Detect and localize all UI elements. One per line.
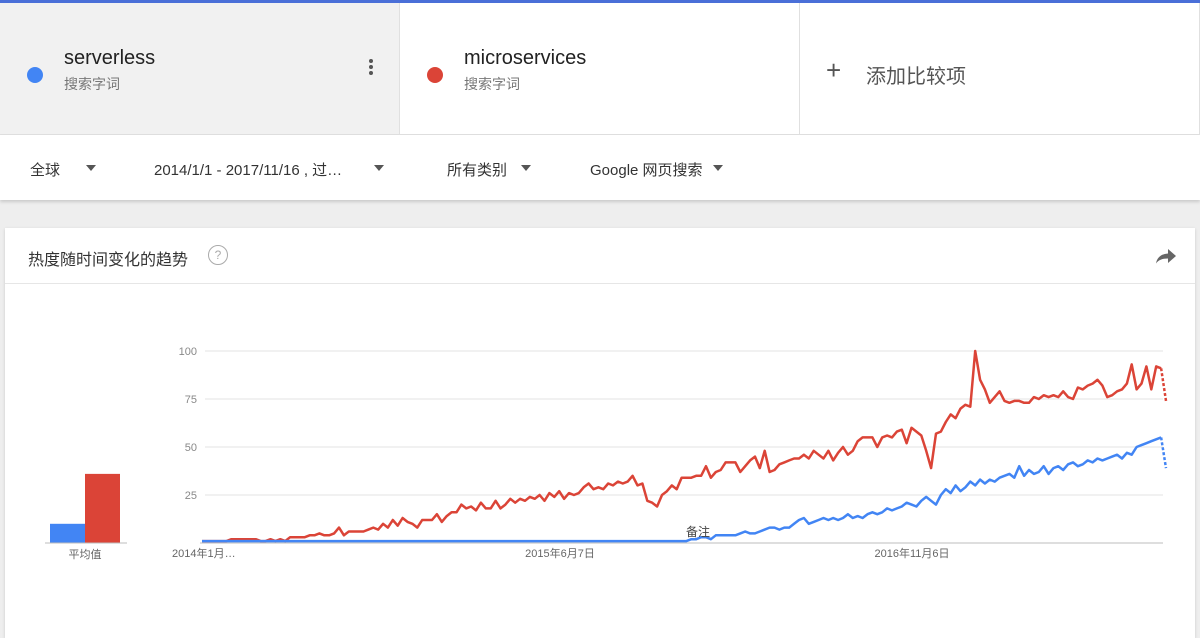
- x-axis-ticks: 2014年1月… 2015年6月7日 2016年11月6日: [172, 546, 950, 560]
- card-divider: [5, 283, 1195, 284]
- series-line-serverless: [202, 436, 1162, 543]
- filters-bar: 全球 2014/1/1 - 2017/11/16 , 过… 所有类别 Googl…: [0, 135, 1200, 200]
- add-compare-label: 添加比较项: [866, 66, 966, 88]
- card-title: 热度随时间变化的趋势: [28, 252, 189, 269]
- search-type-select[interactable]: Google 网页搜索: [590, 162, 703, 179]
- category-select[interactable]: 所有类别: [447, 162, 508, 179]
- x-tick-label: 2015年6月7日: [525, 546, 595, 560]
- average-bars: [45, 473, 127, 544]
- y-tick-label: 50: [185, 442, 197, 454]
- series-partial-microservices: [1159, 368, 1168, 402]
- date-range-select[interactable]: 2014/1/1 - 2017/11/16 , 过…: [154, 162, 343, 179]
- chevron-down-icon[interactable]: [374, 165, 384, 171]
- top-accent-line: [0, 0, 1200, 3]
- note-marker[interactable]: 备注: [686, 524, 710, 539]
- help-icon[interactable]: ?: [208, 245, 228, 265]
- y-tick-label: 25: [185, 490, 197, 502]
- term-type: 搜索字词: [64, 76, 120, 92]
- gridlines: [205, 350, 1163, 496]
- trend-chart: 100 75 50 25 2014年1月… 2015年6月7日 2016年11月6日 平均…: [45, 346, 1168, 561]
- plus-icon: +: [826, 55, 842, 85]
- y-tick-label: 75: [185, 394, 197, 406]
- terms-bar: serverless 搜索字词 microservices 搜索字词 + 添加比…: [0, 3, 1200, 135]
- region-select[interactable]: 全球: [30, 162, 61, 179]
- term-type: 搜索字词: [464, 76, 520, 92]
- series-color-dot-serverless: [27, 67, 43, 83]
- add-compare-button[interactable]: + 添加比较项: [800, 3, 1200, 134]
- series-color-dot-microservices: [427, 67, 443, 83]
- term-card-serverless[interactable]: serverless 搜索字词: [0, 3, 400, 134]
- share-icon[interactable]: [1155, 248, 1177, 264]
- y-axis-ticks: 100 75 50 25: [179, 346, 197, 502]
- chevron-down-icon[interactable]: [521, 165, 531, 171]
- average-label: 平均值: [69, 548, 102, 561]
- more-options-icon[interactable]: [365, 57, 377, 81]
- chevron-down-icon[interactable]: [86, 165, 96, 171]
- interest-over-time-card: 热度随时间变化的趋势 ? 100 75 50 25 2014年1月… 2015年6月7日…: [5, 228, 1195, 638]
- y-tick-label: 100: [179, 346, 197, 358]
- series-lines: [202, 349, 1168, 543]
- x-tick-label: 2014年1月…: [172, 546, 236, 560]
- term-card-microservices[interactable]: microservices 搜索字词: [400, 3, 800, 134]
- average-bar-serverless: [50, 523, 85, 543]
- term-name[interactable]: serverless: [64, 47, 156, 69]
- series-partial-serverless: [1159, 437, 1168, 469]
- series-line-microservices: [202, 349, 1162, 543]
- chevron-down-icon[interactable]: [713, 165, 723, 171]
- x-tick-label: 2016年11月6日: [874, 546, 949, 560]
- average-bar-microservices: [85, 473, 120, 543]
- term-name[interactable]: microservices: [464, 47, 587, 69]
